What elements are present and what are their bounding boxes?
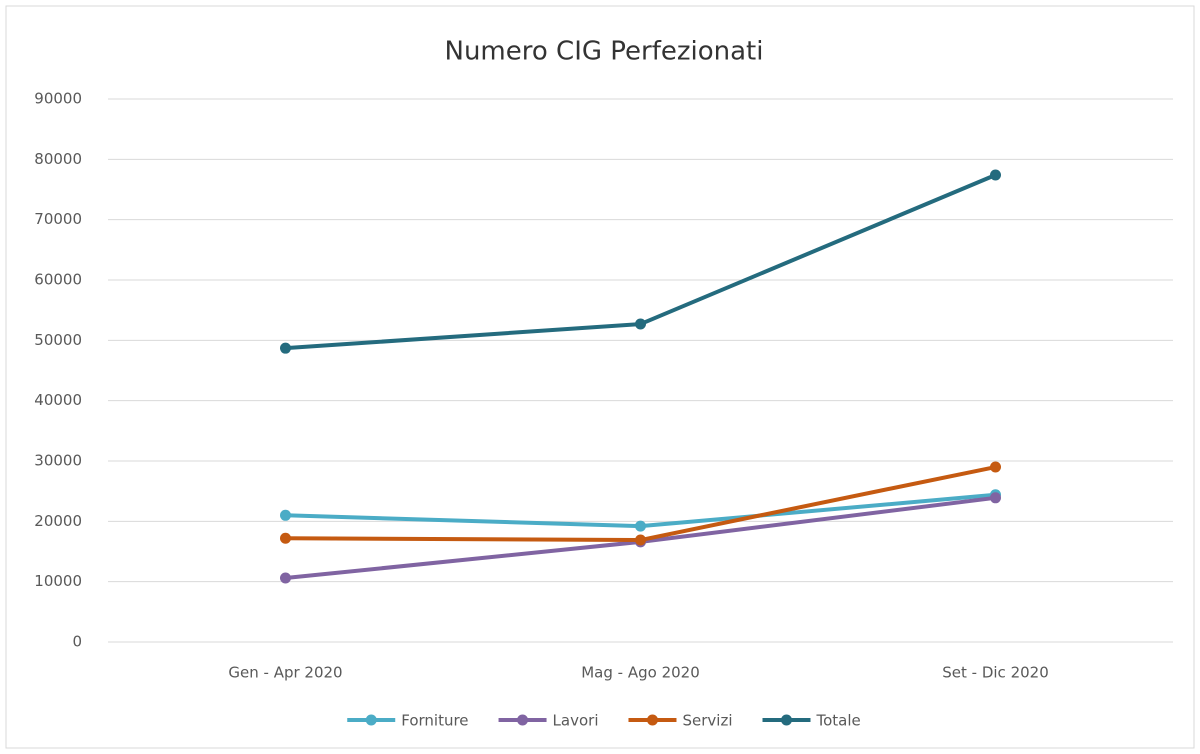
chart-title: Numero CIG Perfezionati [445,37,764,67]
data-point [280,572,291,584]
legend-label: Totale [816,712,861,730]
y-tick-label: 60000 [34,271,82,289]
x-tick-label: Set - Dic 2020 [942,664,1049,682]
legend-marker [365,714,377,726]
data-point [990,492,1001,504]
x-tick-label: Mag - Ago 2020 [581,664,700,682]
data-point [990,461,1001,473]
y-tick-label: 80000 [34,150,82,168]
legend-label: Servizi [682,712,732,730]
data-point [280,509,291,521]
y-tick-label: 90000 [34,90,82,108]
y-tick-label: 70000 [34,210,82,228]
legend-label: Lavori [553,712,599,730]
y-tick-label: 20000 [34,512,82,530]
data-point [990,169,1001,181]
legend-marker [646,714,658,726]
data-point [635,534,646,546]
data-point [635,318,646,330]
legend-label: Forniture [401,712,468,730]
y-tick-label: 40000 [34,391,82,409]
legend-marker [517,714,529,726]
data-point [280,532,291,544]
chart-frame [5,5,1195,749]
data-point [280,342,291,354]
y-tick-label: 50000 [34,331,82,349]
x-tick-label: Gen - Apr 2020 [228,664,342,682]
y-tick-label: 10000 [34,572,82,590]
data-point [635,520,646,532]
legend-marker [781,714,792,726]
y-tick-label: 30000 [34,452,82,470]
y-tick-label: 0 [72,633,82,651]
